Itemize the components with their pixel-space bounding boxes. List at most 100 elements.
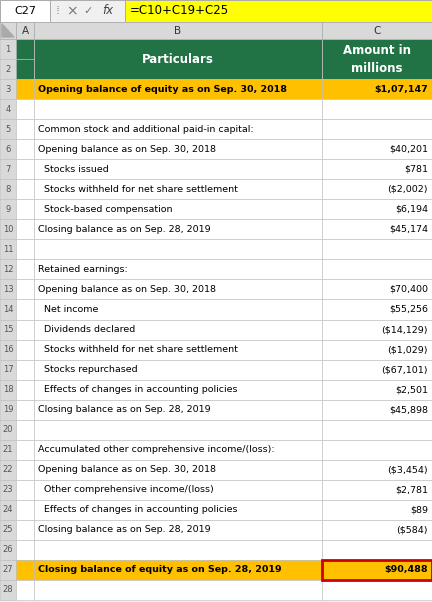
Bar	[322, 240, 432, 259]
Bar	[0, 139, 16, 159]
Bar	[0, 179, 16, 199]
Text: Opening balance as on Sep. 30, 2018: Opening balance as on Sep. 30, 2018	[38, 285, 216, 294]
Bar	[0, 0, 50, 22]
Bar	[322, 359, 432, 380]
Bar	[322, 380, 432, 400]
Text: 28: 28	[3, 586, 13, 595]
Text: Other comprehensive income/(loss): Other comprehensive income/(loss)	[38, 485, 214, 494]
Bar	[16, 179, 34, 199]
Text: 12: 12	[3, 265, 13, 274]
Text: $1,07,147: $1,07,147	[374, 85, 428, 93]
Bar	[0, 439, 16, 460]
Text: A: A	[22, 25, 29, 36]
Bar	[16, 99, 34, 119]
Polygon shape	[2, 24, 14, 37]
Bar	[0, 39, 16, 59]
Text: $89: $89	[410, 505, 428, 514]
Bar	[34, 299, 322, 320]
Text: ✓: ✓	[83, 6, 93, 16]
Bar	[34, 179, 322, 199]
Bar	[322, 299, 432, 320]
Bar	[0, 400, 16, 420]
Bar	[0, 500, 16, 520]
Bar	[0, 22, 16, 39]
Text: 10: 10	[3, 225, 13, 234]
Text: 4: 4	[5, 105, 11, 114]
Text: ×: ×	[66, 4, 78, 18]
Bar	[34, 39, 322, 79]
Bar	[34, 420, 322, 439]
Bar	[0, 340, 16, 359]
Bar	[322, 179, 432, 199]
Bar	[0, 79, 16, 99]
Text: $45,174: $45,174	[389, 225, 428, 234]
Bar	[322, 580, 432, 600]
Bar	[34, 240, 322, 259]
Text: Opening balance as on Sep. 30, 2018: Opening balance as on Sep. 30, 2018	[38, 465, 216, 474]
Text: 21: 21	[3, 445, 13, 455]
Bar	[16, 259, 34, 279]
Bar	[322, 520, 432, 540]
Bar	[34, 540, 322, 560]
Text: fx: fx	[102, 4, 114, 17]
Text: Opening balance of equity as on Sep. 30, 2018: Opening balance of equity as on Sep. 30,…	[38, 85, 287, 93]
Bar	[322, 99, 432, 119]
Text: C: C	[373, 25, 381, 36]
Bar	[16, 119, 34, 139]
Bar	[322, 500, 432, 520]
Text: 11: 11	[3, 245, 13, 254]
Bar	[50, 0, 125, 22]
Bar	[34, 400, 322, 420]
Text: Dividends declared: Dividends declared	[38, 325, 135, 334]
Bar	[322, 39, 432, 79]
Text: ($2,002): ($2,002)	[388, 185, 428, 194]
Bar	[16, 460, 34, 480]
Text: Closing balance of equity as on Sep. 28, 2019: Closing balance of equity as on Sep. 28,…	[38, 565, 282, 574]
Bar	[0, 299, 16, 320]
Bar	[34, 359, 322, 380]
Text: 18: 18	[3, 385, 13, 394]
Text: Amount in
millions: Amount in millions	[343, 43, 411, 75]
Bar	[34, 79, 322, 99]
Bar	[0, 540, 16, 560]
Text: 20: 20	[3, 425, 13, 434]
Bar	[322, 79, 432, 99]
Text: $781: $781	[404, 165, 428, 174]
Text: Closing balance as on Sep. 28, 2019: Closing balance as on Sep. 28, 2019	[38, 225, 211, 234]
Bar	[0, 119, 16, 139]
Text: Effects of changes in accounting policies: Effects of changes in accounting policie…	[38, 505, 238, 514]
Text: 7: 7	[5, 165, 11, 174]
Text: $55,256: $55,256	[389, 305, 428, 314]
Bar	[322, 560, 432, 580]
Bar	[16, 340, 34, 359]
Bar	[34, 99, 322, 119]
Bar	[16, 439, 34, 460]
Bar	[322, 420, 432, 439]
Bar	[34, 139, 322, 159]
Bar	[322, 480, 432, 500]
Text: $2,781: $2,781	[395, 485, 428, 494]
Bar	[322, 560, 432, 580]
Text: 9: 9	[5, 205, 11, 214]
Bar	[16, 320, 34, 340]
Bar	[16, 199, 34, 219]
Bar	[0, 320, 16, 340]
Bar	[34, 480, 322, 500]
Text: 8: 8	[5, 185, 11, 194]
Bar	[34, 340, 322, 359]
Bar	[34, 219, 322, 240]
Text: 2: 2	[5, 64, 11, 73]
Bar	[322, 320, 432, 340]
Bar	[16, 400, 34, 420]
Text: 6: 6	[5, 144, 11, 154]
Bar	[34, 560, 322, 580]
Bar	[0, 159, 16, 179]
Bar	[16, 420, 34, 439]
Bar	[322, 340, 432, 359]
Bar	[16, 22, 34, 39]
Bar	[16, 39, 34, 59]
Bar	[322, 439, 432, 460]
Bar	[322, 119, 432, 139]
Text: 14: 14	[3, 305, 13, 314]
Bar	[0, 460, 16, 480]
